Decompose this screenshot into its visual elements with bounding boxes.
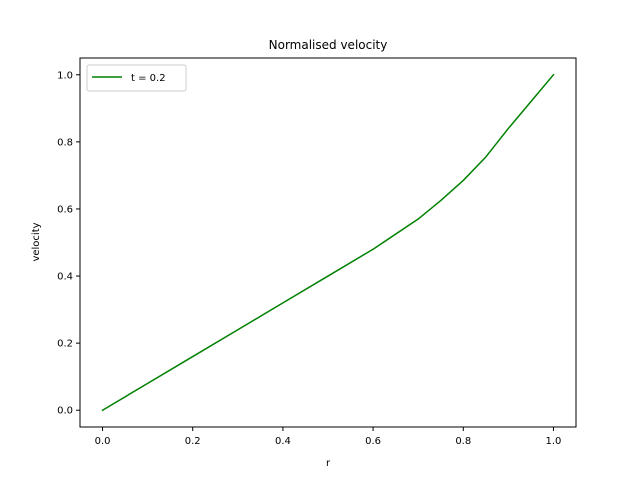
y-tick-label: 0.0 bbox=[57, 406, 73, 417]
y-tick-label: 0.2 bbox=[57, 339, 73, 350]
series-line bbox=[101, 73, 555, 412]
y-tick-label: 0.4 bbox=[57, 272, 73, 283]
series-layer bbox=[101, 73, 555, 412]
y-axis: 0.0 0.2 0.4 0.6 0.8 1.0 bbox=[57, 70, 80, 417]
x-tick-label: 0.4 bbox=[275, 436, 291, 447]
plot-area: 0.0 0.2 0.4 0.6 0.8 1.0 0.0 0.2 0.4 0.6 0.8 1.0 bbox=[57, 57, 577, 447]
x-tick-label: 0.6 bbox=[365, 436, 381, 447]
y-tick-label: 0.6 bbox=[57, 204, 73, 215]
x-tick-label: 0.2 bbox=[185, 436, 201, 447]
legend-label: t = 0.2 bbox=[131, 73, 166, 84]
y-tick-label: 1.0 bbox=[57, 70, 73, 81]
x-axis-label: r bbox=[326, 458, 331, 469]
x-tick-label: 0.8 bbox=[455, 436, 471, 447]
legend-box bbox=[86, 64, 187, 92]
x-tick-label: 1.0 bbox=[546, 436, 562, 447]
y-axis-label: velocity bbox=[31, 222, 42, 261]
chart-title: Normalised velocity bbox=[269, 38, 388, 52]
legend: t = 0.2 bbox=[86, 64, 187, 92]
x-tick-label: 0.0 bbox=[95, 436, 111, 447]
x-axis: 0.0 0.2 0.4 0.6 0.8 1.0 bbox=[95, 427, 562, 447]
plot-frame bbox=[79, 57, 577, 428]
y-tick-label: 0.8 bbox=[57, 137, 73, 148]
